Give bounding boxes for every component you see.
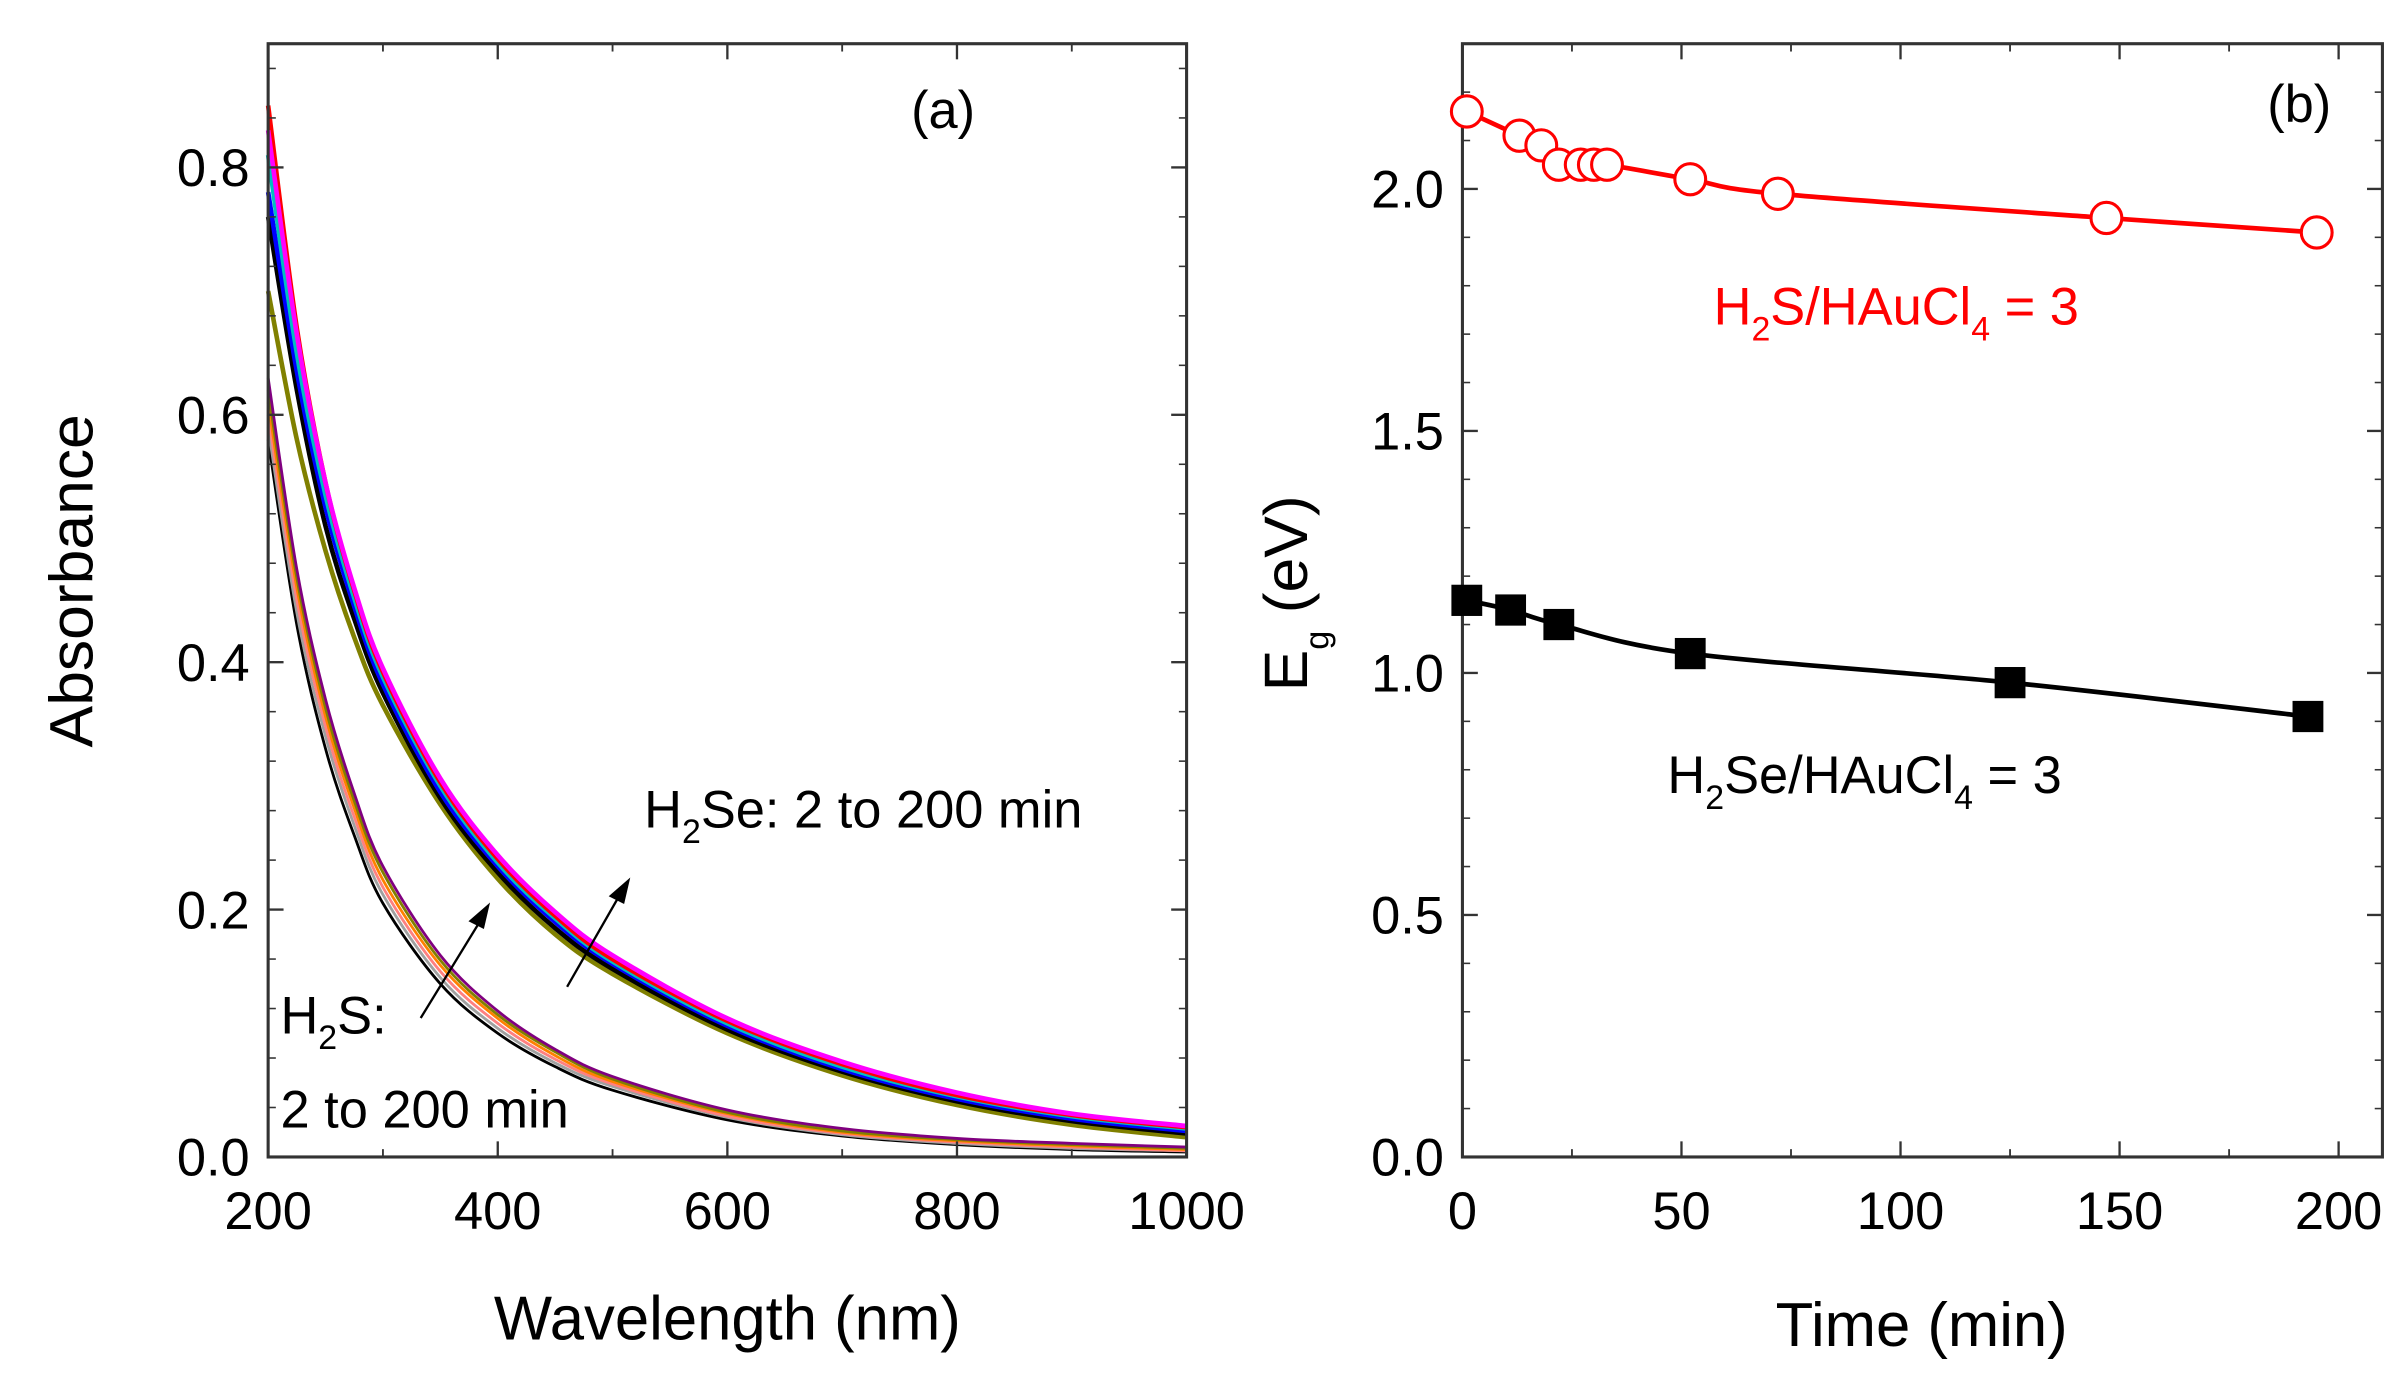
panel-b-x-tick-label: 50 xyxy=(1652,1181,1710,1240)
data-point-h2se xyxy=(1451,584,1483,616)
annotation-h2se: H2Se: 2 to 200 min xyxy=(644,780,1082,851)
data-point-h2s xyxy=(1760,176,1795,211)
panel-b-y-tick-label: 0.0 xyxy=(1371,1128,1444,1187)
arrow-h2s xyxy=(419,902,491,1019)
panel-b-x-tick-label: 100 xyxy=(1857,1181,1944,1240)
panel-a-frame xyxy=(266,42,1189,1159)
data-point-h2s xyxy=(2089,200,2124,236)
panel-a-absorbance-chart: 200 400 600 800 1000 0.0 0.2 0.4 0.6 0.8 (a) Wave… xyxy=(38,42,1245,1354)
absorbance-curve-h2se xyxy=(265,290,1187,1140)
panel-b-x-tick-label: 150 xyxy=(2076,1181,2163,1240)
panel-b-y-tick-label: 0.5 xyxy=(1371,886,1444,945)
legend-h2se-hauc14: H2Se/HAuCl4 = 3 xyxy=(1667,746,2061,817)
data-point-h2s xyxy=(1673,162,1708,197)
panel-a-x-tick-label: 600 xyxy=(684,1181,771,1240)
absorbance-curve-h2se xyxy=(265,105,1187,1130)
panel-b-y-tick-label: 2.0 xyxy=(1371,160,1444,219)
data-point-h2se xyxy=(1994,667,2026,699)
panel-a-x-tick-label: 800 xyxy=(913,1181,1000,1240)
absorbance-curves xyxy=(265,105,1187,1154)
panel-b-x-tick-label: 0 xyxy=(1448,1181,1477,1240)
bandgap-series xyxy=(1449,94,2334,733)
annotation-h2s: H2S: xyxy=(280,986,386,1057)
x-axis-label-time: Time (min) xyxy=(1776,1291,2068,1360)
panel-b-frame xyxy=(1460,42,2384,1159)
y-axis-label-eg: Eg (eV) xyxy=(1252,495,1336,691)
panel-a-x-tick-label: 400 xyxy=(454,1181,541,1240)
y-axis-label-absorbance: Absorbance xyxy=(38,414,107,747)
panel-a-x-tick-label: 1000 xyxy=(1128,1181,1245,1240)
data-point-h2s xyxy=(2299,215,2334,250)
panel-a-ticks: 200 400 600 800 1000 0.0 0.2 0.4 0.6 0.8 xyxy=(177,43,1245,1241)
panel-a-label: (a) xyxy=(911,81,975,140)
x-axis-label-wavelength: Wavelength (nm) xyxy=(494,1284,961,1353)
arrow-h2se xyxy=(566,877,631,988)
absorbance-curve-h2s xyxy=(266,377,1187,1149)
panel-a-y-tick-label: 0.6 xyxy=(177,386,250,445)
annotation-h2s-range: 2 to 200 min xyxy=(280,1080,568,1139)
bandgap-line-h2se xyxy=(1466,598,2309,719)
legend-h2s-hauc14: H2S/HAuCl4 = 3 xyxy=(1714,277,2079,348)
panel-b-ticks: 0 50 100 150 200 0.0 0.5 1.0 1.5 2.0 xyxy=(1371,43,2383,1241)
data-point-h2se xyxy=(1543,608,1575,641)
panel-a-y-tick-label: 0.2 xyxy=(177,881,250,940)
panel-b-label: (b) xyxy=(2267,74,2331,133)
panel-b-x-tick-label: 200 xyxy=(2295,1181,2382,1240)
data-point-h2s xyxy=(1590,147,1624,182)
absorbance-curve-h2se xyxy=(265,129,1187,1129)
panel-a-y-tick-label: 0.4 xyxy=(177,634,250,693)
panel-b-y-tick-label: 1.0 xyxy=(1371,644,1444,703)
panel-a-y-tick-label: 0.0 xyxy=(177,1128,250,1187)
absorbance-curve-h2se xyxy=(265,216,1187,1136)
panel-a-y-tick-label: 0.8 xyxy=(177,139,250,198)
panel-a-x-tick-label: 200 xyxy=(224,1181,311,1240)
data-point-h2se xyxy=(1495,594,1527,626)
absorbance-curve-h2se xyxy=(265,191,1187,1134)
data-point-h2s xyxy=(1449,94,1484,129)
panel-b-y-tick-label: 1.5 xyxy=(1371,402,1444,461)
data-point-h2se xyxy=(2292,700,2324,733)
absorbance-curve-h2se xyxy=(265,154,1187,1131)
data-point-h2se xyxy=(1674,637,1706,670)
absorbance-curve-h2s xyxy=(266,402,1187,1151)
panel-b-bandgap-chart: 0 50 100 150 200 0.0 0.5 1.0 1.5 2.0 (b) Time (mi… xyxy=(1252,42,2384,1360)
